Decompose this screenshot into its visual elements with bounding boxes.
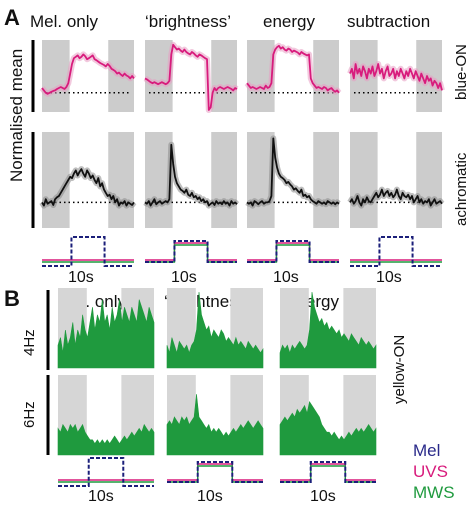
series-area-4hz-brightness [166,291,264,369]
series-area-4hz-mel-only [57,299,155,369]
series-line-blue-on-subtraction [349,63,443,91]
stim-mel-b-1 [167,461,263,483]
stim-uvs-b-2 [280,463,376,481]
series-line-achromatic-mel-only [41,168,135,207]
stim-mel-a-1 [145,240,237,263]
series-line-blue-on-mel-only [41,53,135,95]
time-label-a-4: 10s [376,269,402,286]
shade-post-blue-on-energy [313,40,339,112]
series-line-achromatic-brightness [144,143,238,207]
panel-letter-b: B [4,286,20,311]
panel-a-col-title-4: subtraction [347,12,430,31]
time-label-a-1: 10s [68,269,94,286]
series-area-6hz-mel-only [57,423,155,456]
panel-a-col-title-1: Mel. only [30,12,99,31]
legend-mws: MWS [413,483,455,502]
stim-mel-b-0 [58,457,154,487]
panel-a-col-title-3: energy [263,12,315,31]
series-line-blue-on-brightness [144,43,238,111]
stim-uvs-b-1 [167,463,263,481]
time-label-a-2: 10s [171,269,197,286]
series-area-4hz-energy [279,291,377,369]
shade-post-blue-on-brightness [211,40,237,112]
panel-a-col-title-2: ‘brightness’ [145,12,231,31]
stim-mel-a-0 [42,236,134,267]
side-label-yellow-on: yellow-ON [391,335,408,404]
panel-letter-a: A [4,5,20,30]
stim-uvs-a-2 [247,242,339,261]
shade-pre-blue-on-mel-only [42,40,70,112]
series-area-6hz-energy [279,401,377,456]
series-line-achromatic-energy [246,137,340,207]
legend-uvs: UVS [413,462,448,481]
row-label-4hz: 4Hz [21,329,38,356]
series-area-6hz-brightness [166,394,264,456]
row-label-blue-on: blue-ON [453,44,470,100]
row-label-achromatic: achromatic [453,152,470,226]
time-label-b-3: 10s [310,488,336,505]
stim-mel-a-3 [350,236,442,267]
legend-mel: Mel [413,441,440,460]
time-label-b-1: 10s [88,488,114,505]
time-label-a-3: 10s [273,269,299,286]
stim-mel-b-2 [280,461,376,483]
shade-post-achromatic-mel-only [108,132,134,228]
panel-a-ylabel: Normalised mean [7,49,26,182]
row-label-6hz: 6Hz [21,401,38,428]
shade-post-achromatic-subtraction [416,132,442,228]
stim-mel-a-2 [247,240,339,263]
shade-post-achromatic-brightness [211,132,237,228]
stim-uvs-a-1 [145,242,237,261]
time-label-b-2: 10s [197,488,223,505]
shade-post-achromatic-energy [313,132,339,228]
shade-pre-achromatic-subtraction [350,132,378,228]
series-line-achromatic-subtraction [349,188,443,207]
plot-layer: 10s 10s 10s 10s 10s 10s 10s [39,40,445,505]
series-line-blue-on-energy [246,44,340,94]
